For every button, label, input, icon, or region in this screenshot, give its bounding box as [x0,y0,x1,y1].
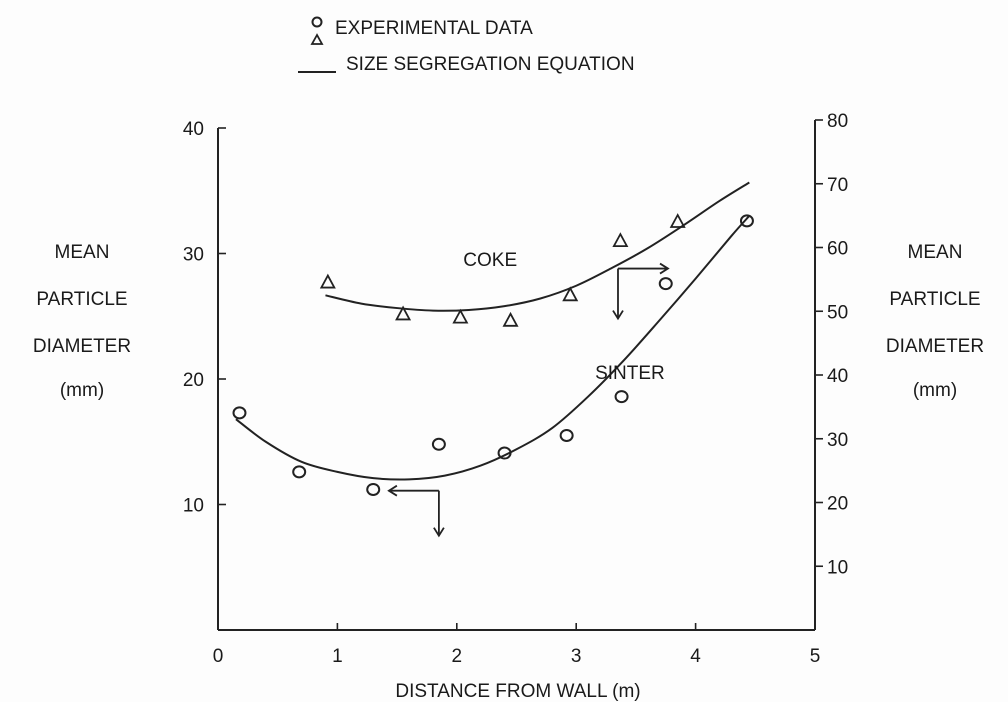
sinter-data-point [559,428,574,442]
sinter-data-point [431,437,446,451]
right-y-tick-label: 20 [827,494,848,515]
left-y-tick-label: 40 [183,119,204,140]
right-y-tick-label: 10 [827,557,848,578]
left-y-label-line-2: PARTICLE [36,289,127,310]
right-y-tick-label: 30 [827,430,848,451]
coke-data-point [669,213,686,228]
legend-triangle-marker [310,33,324,45]
sinter-data-point [292,465,307,479]
sinter-data-point [366,482,381,496]
left-y-tick-label: 30 [183,245,204,266]
right-y-tick-label: 80 [827,111,848,132]
x-tick-label: 1 [332,646,343,667]
sinter-fit-curve [235,215,751,481]
legend: EXPERIMENTAL DATA SIZE SEGREGATION EQUAT… [298,16,635,75]
coke-data-point [612,232,629,248]
coke-data-point [395,305,412,321]
x-tick-label: 4 [690,646,701,667]
right-y-tick-label: 70 [827,175,848,196]
sinter-data-point [658,277,673,291]
sinter-axis-arrowhead-horizontal [387,484,398,497]
sinter-data-point [232,406,247,420]
left-y-label-line-1: MEAN [55,242,110,263]
x-axis-ticks: 0 1 2 3 4 5 [213,623,821,667]
coke-data-point [452,308,469,324]
right-y-label-line-3: DIAMETER [886,336,984,357]
right-y-label-line-1: MEAN [908,242,963,263]
axis-indicators [387,262,670,538]
sinter-annotation: SINTER [595,363,665,384]
coke-data-point [502,311,519,327]
sinter-axis-arrowhead-vertical [433,527,445,538]
left-y-label-line-3: DIAMETER [33,336,131,357]
right-y-label-line-4: (mm) [913,380,957,401]
legend-circle-marker [311,16,323,28]
x-tick-label: 3 [571,646,582,667]
right-y-tick-label: 60 [827,239,848,260]
legend-label-experimental: EXPERIMENTAL DATA [335,18,533,39]
x-tick-label: 2 [452,646,463,667]
legend-label-equation: SIZE SEGREGATION EQUATION [346,54,635,75]
right-y-tick-label: 40 [827,366,848,387]
x-tick-label: 0 [213,646,224,667]
x-tick-label: 5 [810,646,821,667]
left-y-label-line-4: (mm) [60,380,104,401]
sinter-data-point [739,214,754,228]
right-y-axis-ticks: 10 20 30 40 50 60 70 80 [815,111,848,578]
coke-axis-arrowhead-horizontal [659,262,670,275]
right-y-axis-label: MEAN PARTICLE DIAMETER (mm) [886,242,984,401]
sinter-data-point [614,390,629,404]
coke-annotation: COKE [463,250,517,271]
left-y-axis-label: MEAN PARTICLE DIAMETER (mm) [33,242,131,401]
left-y-tick-label: 10 [183,496,204,517]
coke-data-point [562,286,579,302]
coke-data-point [319,273,336,289]
data-points [232,213,754,496]
x-axis-label: DISTANCE FROM WALL (m) [395,681,640,702]
series-annotations: COKE SINTER [463,250,664,384]
right-y-tick-label: 50 [827,302,848,323]
sinter-data-point [497,446,512,460]
right-y-label-line-2: PARTICLE [889,289,980,310]
left-y-tick-label: 20 [183,370,204,391]
coke-axis-arrowhead-vertical [612,310,624,321]
left-y-axis-ticks: 10 20 30 40 [183,119,226,517]
